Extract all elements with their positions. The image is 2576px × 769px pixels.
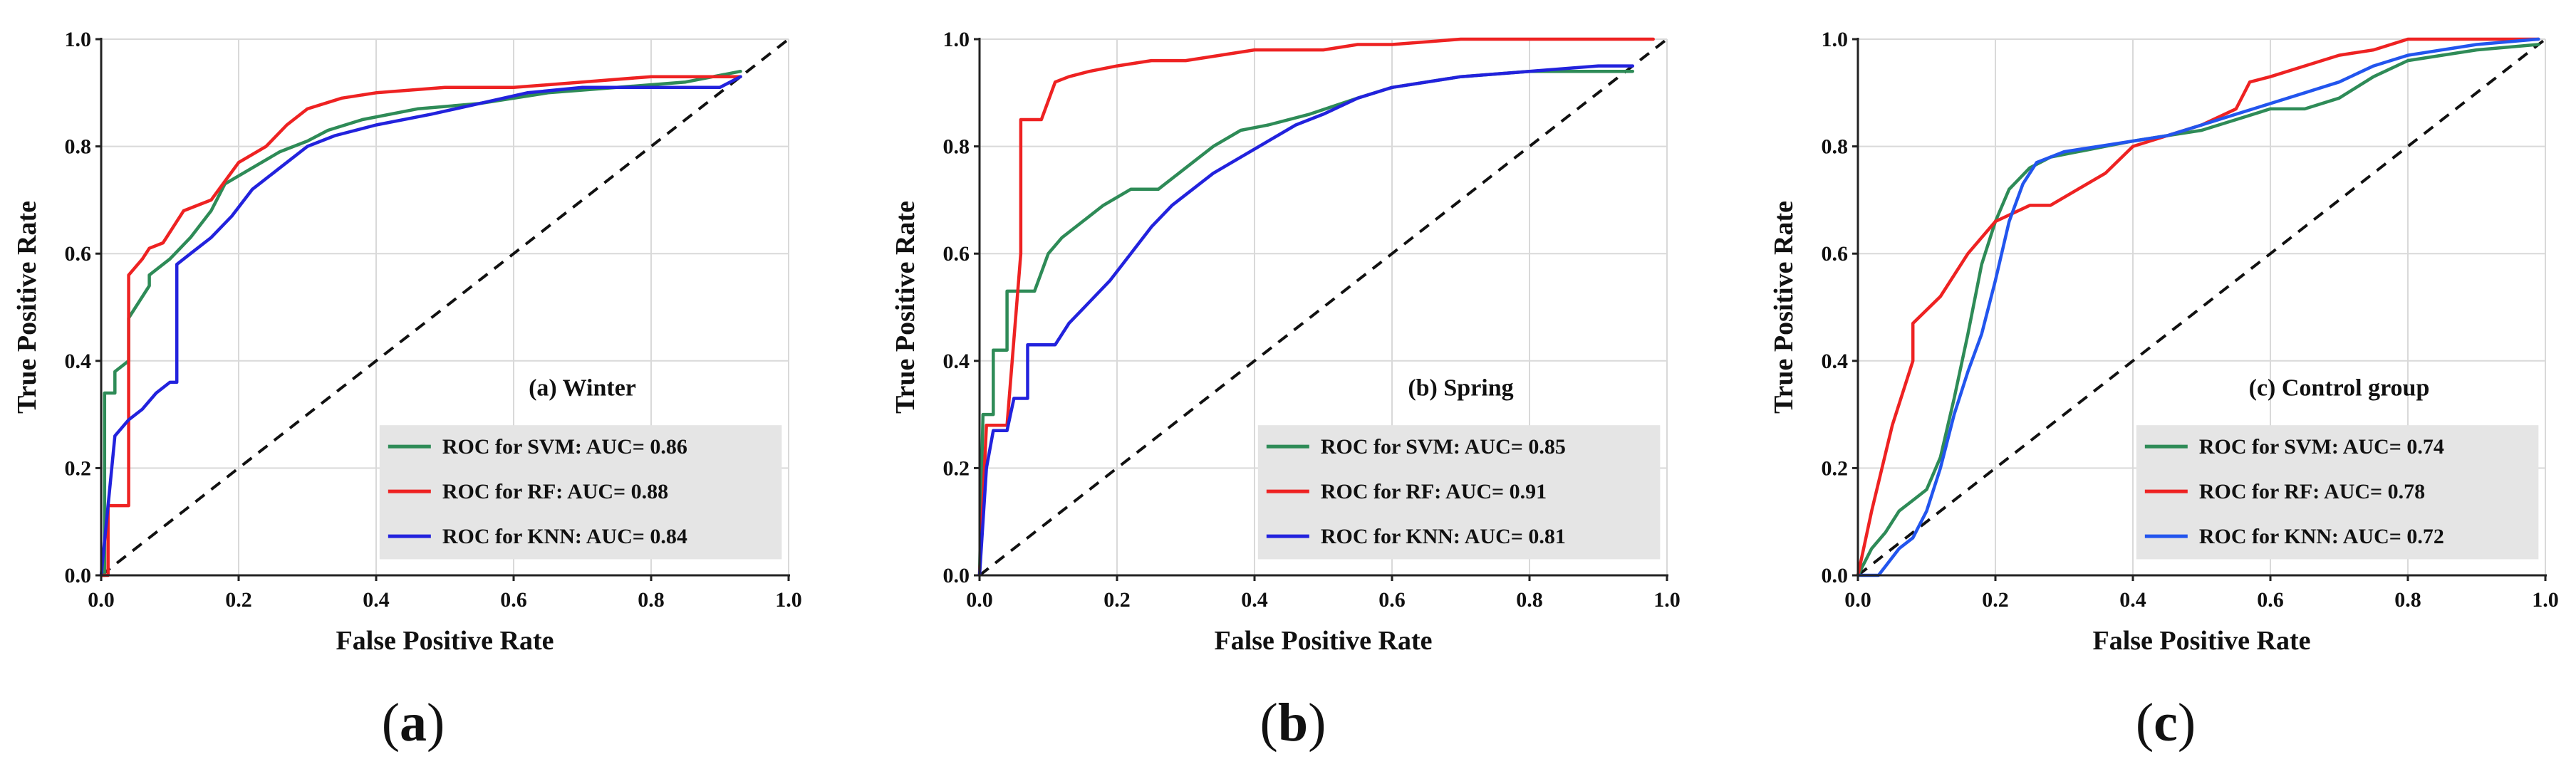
legend-item-svm: ROC for SVM: AUC= 0.74 <box>2144 435 2444 459</box>
y-tick-label: 0.0 <box>943 564 970 587</box>
y-axis-label: True Positive Rate <box>1769 201 1799 414</box>
x-tick-label: 0.2 <box>1103 588 1131 612</box>
x-tick-label: 0.6 <box>500 588 527 612</box>
subfigure-label: (c) <box>2136 693 2196 753</box>
y-tick-label: 0.6 <box>65 242 92 266</box>
y-axis-label: True Positive Rate <box>890 201 920 414</box>
x-tick-label: 0.4 <box>1241 588 1268 612</box>
x-tick-label: 0.8 <box>638 588 665 612</box>
chance-diagonal-line <box>978 38 1668 577</box>
legend-label: ROC for SVM: AUC= 0.86 <box>442 435 687 459</box>
x-tick-label: 0.2 <box>225 588 252 612</box>
legend-item-rf: ROC for RF: AUC= 0.91 <box>1266 480 1547 503</box>
legend-label: ROC for KNN: AUC= 0.72 <box>2199 525 2444 548</box>
legend-item-knn: ROC for KNN: AUC= 0.84 <box>388 525 687 548</box>
y-tick-label: 1.0 <box>65 28 92 51</box>
roc-panel-3: 0.0 0.2 0.4 0.6 0.8 1.0 0.0 0.2 0.4 0.6 0.8 1.0 Fals… <box>1769 28 2559 656</box>
x-tick-label: 0.6 <box>1378 588 1406 612</box>
subfigure-label-letter: a <box>400 693 427 753</box>
legend-label: ROC for SVM: AUC= 0.74 <box>2199 435 2444 459</box>
x-tick-label: 1.0 <box>1653 588 1681 612</box>
y-axis-label: True Positive Rate <box>12 201 42 414</box>
legend-item-rf: ROC for RF: AUC= 0.78 <box>2144 480 2425 503</box>
legend-label: ROC for SVM: AUC= 0.85 <box>1321 435 1566 459</box>
y-tick-label: 0.2 <box>65 456 92 480</box>
panel-title: (a) Winter <box>529 375 636 402</box>
y-tick-label: 1.0 <box>1822 28 1849 51</box>
legend-label: ROC for RF: AUC= 0.88 <box>442 480 668 503</box>
x-tick-label: 0.4 <box>363 588 390 612</box>
legend: ROC for SVM: AUC= 0.85 ROC for RF: AUC= 0… <box>1257 425 1661 560</box>
subfigure-label-open: ( <box>1260 693 1278 753</box>
y-tick-label: 0.8 <box>65 135 92 159</box>
subfigure-label-open: ( <box>2136 693 2154 753</box>
x-tick-label: 0.0 <box>88 588 115 612</box>
x-tick-label: 1.0 <box>2532 588 2559 612</box>
roc-curve-rf <box>977 37 1655 577</box>
subfigure-label-close: ) <box>2178 693 2196 753</box>
y-tick-label: 0.4 <box>943 350 970 373</box>
y-tick-label: 0.4 <box>1822 350 1849 373</box>
y-tick-label: 0.8 <box>943 135 970 159</box>
subfigure-label: (a) <box>382 693 445 753</box>
legend-item-knn: ROC for KNN: AUC= 0.81 <box>1266 525 1566 548</box>
subfigure-label-close: ) <box>1308 693 1326 753</box>
roc-panel-1: 0.0 0.2 0.4 0.6 0.8 1.0 0.0 0.2 0.4 0.6 0.8 1.0 Fals… <box>12 28 802 656</box>
x-tick-label: 1.0 <box>775 588 802 612</box>
legend-label: ROC for KNN: AUC= 0.84 <box>442 525 687 548</box>
legend-box <box>379 425 782 560</box>
legend: ROC for SVM: AUC= 0.74 ROC for RF: AUC= 0… <box>2136 425 2539 560</box>
legend-item-svm: ROC for SVM: AUC= 0.86 <box>388 435 687 459</box>
y-tick-label: 0.6 <box>943 242 970 266</box>
grid <box>980 38 1668 575</box>
chance-diagonal-line <box>1856 38 2547 577</box>
y-tick-label: 0.6 <box>1822 242 1849 266</box>
subfigure-label-letter: c <box>2154 693 2178 753</box>
subfigure-label-open: ( <box>382 693 400 753</box>
x-axis-label: False Positive Rate <box>336 626 554 656</box>
y-tick-label: 0.2 <box>943 456 970 480</box>
subfigure-label: (b) <box>1260 693 1326 753</box>
panel-title: (b) Spring <box>1408 375 1513 402</box>
legend-box <box>2136 425 2539 560</box>
roc-curve-rf <box>99 75 742 577</box>
roc-curve-rf <box>1856 37 2540 577</box>
x-axis-label: False Positive Rate <box>2092 626 2310 656</box>
subfigure-label-letter: b <box>1278 693 1308 753</box>
x-tick-label: 0.0 <box>966 588 993 612</box>
legend-item-knn: ROC for KNN: AUC= 0.72 <box>2144 525 2444 548</box>
y-tick-label: 0.0 <box>1822 564 1849 587</box>
x-tick-label: 0.0 <box>1844 588 1871 612</box>
roc-curve-knn <box>977 64 1635 577</box>
roc-panel-2: 0.0 0.2 0.4 0.6 0.8 1.0 0.0 0.2 0.4 0.6 0.8 1.0 Fals… <box>890 28 1681 656</box>
x-tick-label: 0.8 <box>2394 588 2421 612</box>
y-tick-label: 1.0 <box>943 28 970 51</box>
y-tick-label: 0.8 <box>1822 135 1849 159</box>
panel-title: (c) Control group <box>2249 375 2430 402</box>
roc-curve-knn <box>1856 37 2540 577</box>
x-tick-label: 0.4 <box>2119 588 2146 612</box>
x-axis-label: False Positive Rate <box>1214 626 1432 656</box>
roc-curve-knn <box>99 75 742 577</box>
legend-item-svm: ROC for SVM: AUC= 0.85 <box>1266 435 1566 459</box>
x-tick-label: 0.6 <box>2257 588 2284 612</box>
x-tick-label: 0.2 <box>1982 588 2009 612</box>
legend-label: ROC for RF: AUC= 0.91 <box>1321 480 1547 503</box>
legend-label: ROC for KNN: AUC= 0.81 <box>1321 525 1566 548</box>
subfigure-label-close: ) <box>427 693 445 753</box>
y-tick-label: 0.2 <box>1822 456 1849 480</box>
legend-label: ROC for RF: AUC= 0.78 <box>2199 480 2425 503</box>
legend: ROC for SVM: AUC= 0.86 ROC for RF: AUC= 0… <box>379 425 782 560</box>
legend-box <box>1257 425 1661 560</box>
x-tick-label: 0.8 <box>1516 588 1543 612</box>
legend-item-rf: ROC for RF: AUC= 0.88 <box>388 480 668 503</box>
y-tick-label: 0.4 <box>65 350 92 373</box>
y-tick-label: 0.0 <box>65 564 92 587</box>
chance-diagonal-line <box>100 38 790 577</box>
